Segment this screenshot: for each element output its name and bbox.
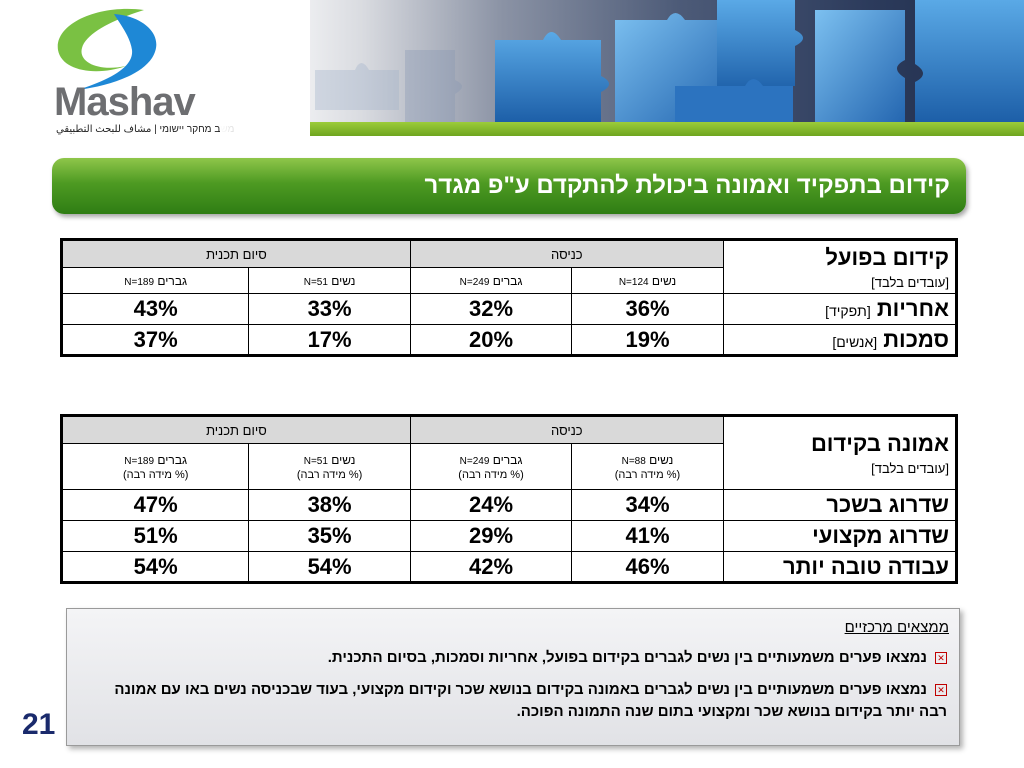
- value-cell: 32%: [409, 293, 573, 325]
- promotion-actual-table: קידום בפועל [עובדים בלבד] כניסה סיום תכנ…: [60, 238, 958, 357]
- puzzle-banner: [255, 0, 1024, 122]
- value-cell: 33%: [248, 293, 411, 325]
- row-label: שדרוג בשכר: [722, 489, 958, 521]
- key-findings-box: ממצאים מרכזיים ✕נמצאו פערים משמעותיים בי…: [66, 608, 960, 746]
- finding-item: ✕נמצאו פערים משמעותיים בין נשים לגברים ב…: [97, 647, 947, 669]
- table2-subheader: נשים N=51 (% מידה רבה): [248, 443, 411, 490]
- value-cell: 42%: [409, 551, 573, 583]
- value-cell: 41%: [571, 520, 724, 552]
- value-cell: 17%: [248, 324, 411, 356]
- table-row: עבודה טובה יותר 46% 42% 54% 54%: [60, 551, 958, 583]
- finding-item: ✕נמצאו פערים משמעותיים בין נשים לגברים ב…: [114, 681, 947, 720]
- value-cell: 51%: [60, 520, 250, 552]
- row-label: סמכות [אנשים]: [722, 324, 958, 356]
- value-cell: 24%: [409, 489, 573, 521]
- page-title: קידום בתפקיד ואמונה ביכולת להתקדם ע"פ מג…: [424, 172, 950, 199]
- table-row: שדרוג מקצועי 41% 29% 35% 51%: [60, 520, 958, 552]
- table2-subheader: גברים N=249 (% מידה רבה): [409, 443, 573, 490]
- table1-subheader: גברים N=189: [60, 267, 250, 294]
- value-cell: 36%: [571, 293, 724, 325]
- swoosh-icon: [57, 8, 157, 90]
- table2-corner: אמונה בקידום [עובדים בלבד]: [722, 415, 958, 490]
- value-cell: 38%: [248, 489, 411, 521]
- table1-group-entry: כניסה: [409, 239, 724, 268]
- table1-corner: קידום בפועל [עובדים בלבד]: [722, 239, 958, 294]
- value-cell: 46%: [571, 551, 724, 583]
- header-green-bar: [255, 122, 1024, 136]
- checkbox-x-icon: ✕: [935, 652, 947, 664]
- value-cell: 47%: [60, 489, 250, 521]
- table1-subheader: נשים N=124: [571, 267, 724, 294]
- promotion-belief-table: אמונה בקידום [עובדים בלבד] כניסה סיום תכ…: [60, 414, 958, 584]
- value-cell: 43%: [60, 293, 250, 325]
- logo-wordmark: Mashav: [54, 80, 196, 124]
- table-row: אחריות [תפקיד] 36% 32% 33% 43%: [60, 293, 958, 325]
- value-cell: 35%: [248, 520, 411, 552]
- table2-subheader: נשים N=88 (% מידה רבה): [571, 443, 724, 490]
- row-label: אחריות [תפקיד]: [722, 293, 958, 325]
- findings-title: ממצאים מרכזיים: [844, 619, 949, 636]
- value-cell: 54%: [60, 551, 250, 583]
- puzzle-pieces-image: [315, 0, 1024, 122]
- table1-subheader: גברים N=249: [409, 267, 573, 294]
- slide-number: 21: [22, 708, 56, 741]
- row-label: שדרוג מקצועי: [722, 520, 958, 552]
- title-banner: קידום בתפקיד ואמונה ביכולת להתקדם ע"פ מג…: [52, 158, 966, 214]
- header: Mashav משב מחקר יישומי | مشاف للبحث التط…: [0, 0, 1024, 138]
- value-cell: 20%: [409, 324, 573, 356]
- value-cell: 54%: [248, 551, 411, 583]
- table-row: סמכות [אנשים] 19% 20% 17% 37%: [60, 324, 958, 356]
- table-row: שדרוג בשכר 34% 24% 38% 47%: [60, 489, 958, 521]
- table2-group-entry: כניסה: [409, 415, 724, 444]
- value-cell: 29%: [409, 520, 573, 552]
- value-cell: 34%: [571, 489, 724, 521]
- table1-subheader: נשים N=51: [248, 267, 411, 294]
- value-cell: 19%: [571, 324, 724, 356]
- value-cell: 37%: [60, 324, 250, 356]
- row-label: עבודה טובה יותר: [722, 551, 958, 583]
- table2-group-end: סיום תכנית: [61, 415, 411, 444]
- table1-group-end: סיום תכנית: [61, 239, 411, 268]
- checkbox-x-icon: ✕: [935, 684, 947, 696]
- logo-tagline: משב מחקר יישומי | مشاف للبحث التطبيقي: [56, 124, 235, 135]
- table2-subheader: גברים N=189 (% מידה רבה): [60, 443, 250, 490]
- logo: Mashav משב מחקר יישומי | مشاف للبحث التط…: [0, 0, 310, 138]
